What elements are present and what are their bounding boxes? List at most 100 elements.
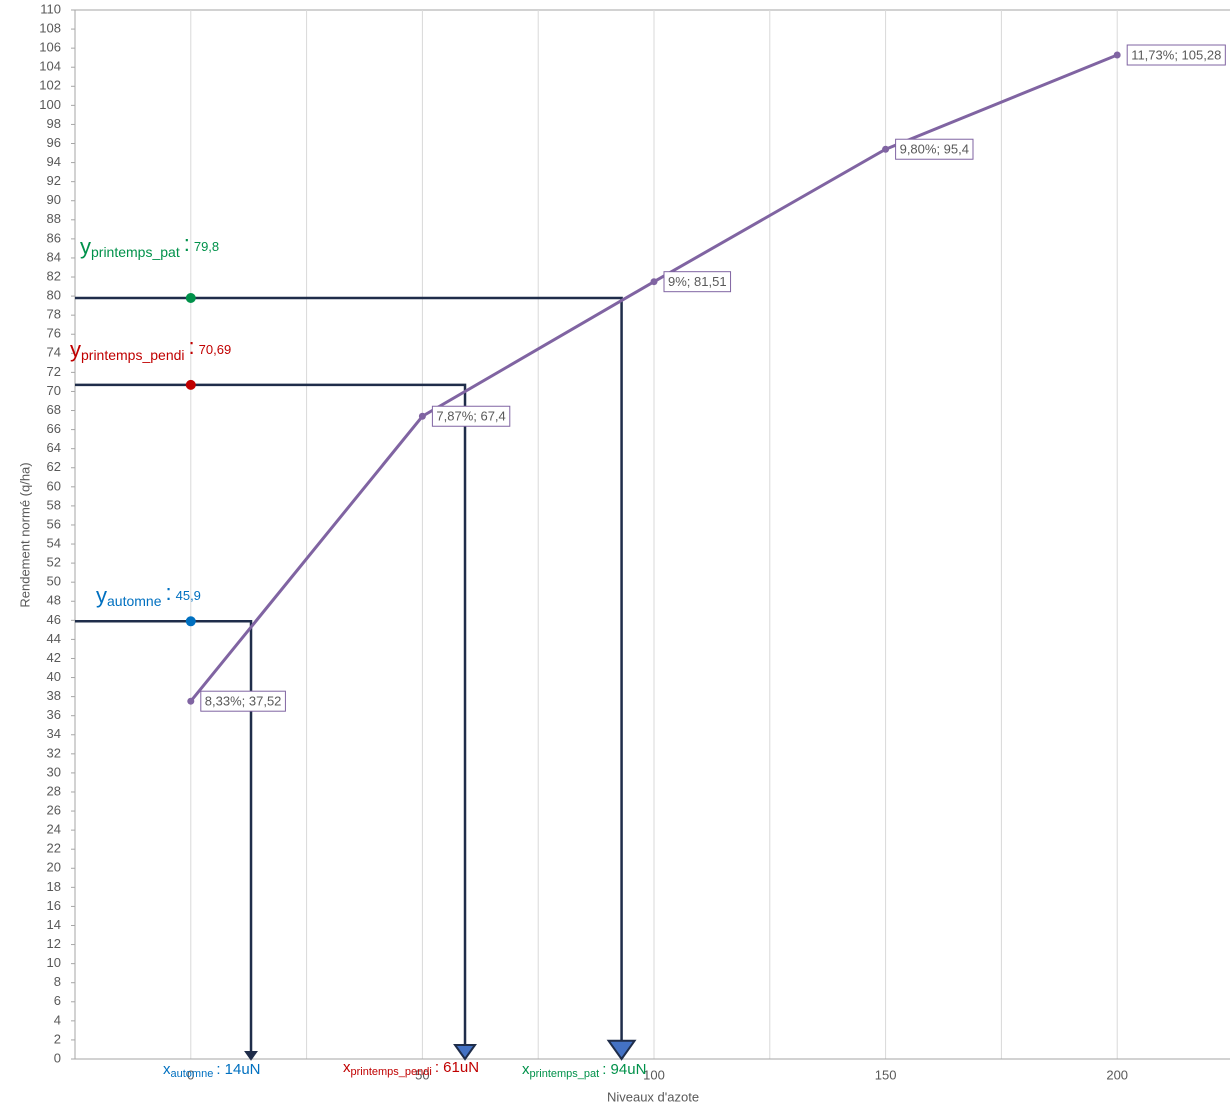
- y-tick-label: 34: [47, 726, 61, 741]
- value: : 14uN: [216, 1061, 260, 1078]
- y-tick-label: 68: [47, 402, 61, 417]
- y-tick-label: 8: [54, 974, 61, 989]
- separator: :: [189, 334, 195, 359]
- data-label-box: [895, 138, 974, 160]
- data-point: [418, 412, 426, 420]
- y-annotation: yprintemps_pat:79,8: [80, 231, 219, 260]
- y-tick-label: 18: [47, 879, 61, 894]
- y-tick-label: 100: [39, 97, 61, 112]
- x-tick-label: 150: [875, 1067, 897, 1082]
- y-tick-label: 24: [47, 822, 61, 837]
- y-axis-title: Rendement normé (q/ha): [17, 462, 32, 607]
- symbol: y: [96, 583, 107, 608]
- x-tick-label: 50: [415, 1067, 429, 1082]
- data-point: [650, 278, 658, 286]
- y-tick-label: 30: [47, 764, 61, 779]
- data-label-box: [1126, 44, 1226, 66]
- data-point: [1113, 51, 1121, 59]
- y-tick-label: 96: [47, 135, 61, 150]
- data-label: 11,73%; 105,28: [1131, 47, 1221, 62]
- y-tick-label: 106: [39, 40, 61, 55]
- y-tick-label: 70: [47, 383, 61, 398]
- y-tick-label: 54: [47, 535, 61, 550]
- symbol: x: [343, 1059, 351, 1076]
- separator: :: [165, 580, 171, 605]
- value: : 61uN: [435, 1059, 479, 1076]
- y-annotation: yprintemps_pendi:70,69: [70, 334, 231, 363]
- y-tick-label: 12: [47, 936, 61, 951]
- data-label-box: [200, 690, 286, 712]
- y-tick-label: 66: [47, 421, 61, 436]
- y-tick-label: 14: [47, 917, 61, 932]
- value: 45,9: [176, 588, 201, 603]
- y-tick-label: 6: [54, 993, 61, 1008]
- symbol: x: [163, 1061, 171, 1078]
- reference-point: [185, 616, 196, 627]
- y-tick-label: 44: [47, 631, 61, 646]
- y-tick-label: 92: [47, 173, 61, 188]
- y-tick-label: 48: [47, 593, 61, 608]
- y-tick-label: 88: [47, 211, 61, 226]
- y-tick-label: 74: [47, 345, 61, 360]
- subscript: printemps_pendi: [81, 347, 185, 363]
- y-tick-label: 60: [47, 478, 61, 493]
- guide-arrow: [453, 1044, 477, 1061]
- y-tick-label: 4: [54, 1012, 61, 1027]
- y-tick-label: 64: [47, 440, 61, 455]
- y-tick-label: 10: [47, 955, 61, 970]
- x-annotation: xautomne: 14uN: [163, 1061, 261, 1080]
- symbol: y: [70, 337, 81, 362]
- data-label-box: [431, 405, 511, 427]
- y-tick-label: 108: [39, 21, 61, 36]
- y-tick-label: 38: [47, 688, 61, 703]
- y-tick-label: 28: [47, 783, 61, 798]
- subscript: automne: [107, 593, 162, 609]
- y-tick-label: 90: [47, 192, 61, 207]
- y-tick-label: 42: [47, 650, 61, 665]
- y-tick-label: 16: [47, 898, 61, 913]
- subscript: printemps_pat: [91, 244, 180, 260]
- y-tick-label: 40: [47, 669, 61, 684]
- y-tick-label: 32: [47, 745, 61, 760]
- y-tick-label: 20: [47, 860, 61, 875]
- x-axis-title: Niveaux d'azote: [607, 1089, 699, 1104]
- y-tick-label: 52: [47, 555, 61, 570]
- y-tick-label: 104: [39, 59, 61, 74]
- data-label: 9%; 81,51: [668, 274, 727, 289]
- y-tick-label: 78: [47, 307, 61, 322]
- data-point: [187, 697, 195, 705]
- symbol: x: [522, 1061, 530, 1078]
- y-tick-label: 84: [47, 249, 61, 264]
- y-tick-label: 80: [47, 288, 61, 303]
- guide-line: [75, 620, 253, 1053]
- value: : 94uN: [602, 1061, 646, 1078]
- guide-arrow: [606, 1039, 637, 1061]
- data-label: 8,33%; 37,52: [205, 694, 282, 709]
- x-tick-label: 200: [1106, 1067, 1128, 1082]
- y-tick-label: 102: [39, 78, 61, 93]
- subscript: automne: [171, 1068, 214, 1080]
- y-tick-label: 22: [47, 841, 61, 856]
- y-tick-label: 26: [47, 802, 61, 817]
- guide-arrow: [244, 1051, 258, 1061]
- x-annotation: xprintemps_pendi: 61uN: [343, 1059, 479, 1078]
- y-tick-label: 62: [47, 459, 61, 474]
- y-tick-label: 58: [47, 497, 61, 512]
- y-tick-label: 56: [47, 516, 61, 531]
- y-tick-label: 82: [47, 268, 61, 283]
- value: 70,69: [199, 342, 232, 357]
- y-tick-label: 72: [47, 364, 61, 379]
- y-tick-label: 2: [54, 1031, 61, 1046]
- y-annotation: yautomne:45,9: [96, 580, 201, 609]
- guide-line: [75, 296, 623, 1043]
- separator: :: [184, 231, 190, 256]
- reference-point: [185, 379, 196, 390]
- y-tick-label: 110: [40, 1, 61, 16]
- symbol: y: [80, 234, 91, 259]
- guide-line: [75, 383, 467, 1046]
- data-label-box: [663, 271, 732, 293]
- y-tick-label: 86: [47, 230, 61, 245]
- y-tick-label: 46: [47, 612, 61, 627]
- y-tick-label: 98: [47, 116, 61, 131]
